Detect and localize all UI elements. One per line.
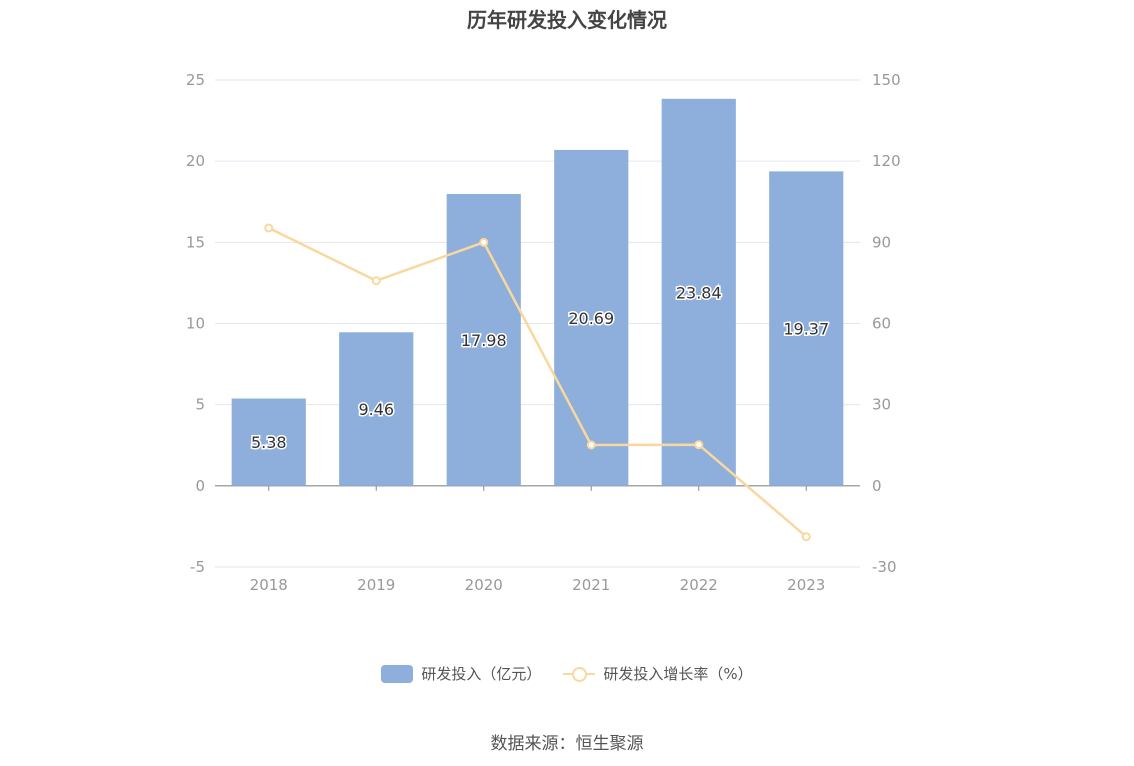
y-left-tick-label: 20 bbox=[186, 152, 205, 170]
bar-data-label: 19.37 bbox=[783, 320, 829, 339]
growth-rate-point bbox=[801, 532, 811, 542]
y-left-tick-label: 25 bbox=[186, 71, 205, 89]
y-right-tick-label: 150 bbox=[872, 71, 901, 89]
chart-title: 历年研发投入变化情况 bbox=[467, 8, 667, 32]
bar bbox=[554, 149, 629, 486]
y-left-tick-label: -5 bbox=[190, 558, 205, 576]
legend-bar-swatch bbox=[381, 664, 414, 683]
source-note: 数据来源：恒生聚源 bbox=[490, 734, 644, 754]
legend-line-swatch bbox=[563, 665, 596, 683]
axes: 25 150 20 120 15 90 10 60 5 30 0 0 -5 -30 2018 2019 2020… bbox=[186, 71, 901, 594]
growth-rate-point bbox=[479, 237, 489, 247]
legend: 研发投入（亿元） 研发投入增长率（%） bbox=[0, 663, 1134, 684]
bar bbox=[661, 98, 736, 486]
y-left-tick-label: 15 bbox=[186, 233, 205, 251]
x-tick-label: 2022 bbox=[680, 576, 718, 594]
y-right-tick-label: 90 bbox=[872, 233, 891, 251]
growth-rate-point bbox=[371, 276, 381, 286]
bar bbox=[769, 171, 844, 486]
x-tick-label: 2021 bbox=[572, 576, 610, 594]
growth-rate-line bbox=[268, 226, 808, 538]
data-labels: 5.38 9.46 17.98 20.69 23.84 19.37 bbox=[249, 282, 830, 454]
x-tick-label: 2023 bbox=[787, 576, 825, 594]
legend-item-line[interactable]: 研发投入增长率（%） bbox=[563, 663, 753, 684]
bar-data-label: 20.69 bbox=[568, 309, 614, 328]
bar-data-label: 23.84 bbox=[676, 283, 722, 302]
grid-lines bbox=[215, 79, 860, 568]
y-right-tick-label: 60 bbox=[872, 315, 891, 333]
y-left-tick-label: 10 bbox=[186, 315, 205, 333]
bar-data-label: 17.98 bbox=[461, 331, 507, 350]
bar-series bbox=[231, 98, 844, 486]
bar-data-label: 5.38 bbox=[251, 433, 287, 452]
growth-rate-point bbox=[694, 440, 704, 450]
y-right-tick-label: -30 bbox=[872, 558, 897, 576]
y-left-tick-label: 0 bbox=[195, 477, 205, 495]
y-right-tick-label: 0 bbox=[872, 477, 882, 495]
legend-line-label: 研发投入增长率（%） bbox=[603, 665, 753, 683]
growth-rate-point bbox=[264, 223, 274, 233]
line-series bbox=[264, 223, 811, 542]
bar bbox=[231, 398, 306, 486]
y-right-tick-label: 120 bbox=[872, 152, 901, 170]
growth-rate-point bbox=[586, 440, 596, 450]
y-left-tick-label: 5 bbox=[195, 396, 205, 414]
legend-item-bar[interactable]: 研发投入（亿元） bbox=[381, 663, 541, 684]
y-right-tick-label: 30 bbox=[872, 396, 891, 414]
x-tick-label: 2020 bbox=[465, 576, 503, 594]
x-tick-label: 2018 bbox=[250, 576, 288, 594]
legend-bar-label: 研发投入（亿元） bbox=[421, 665, 542, 683]
bar-data-label: 9.46 bbox=[358, 400, 394, 419]
bar bbox=[339, 332, 414, 486]
x-tick-label: 2019 bbox=[357, 576, 395, 594]
